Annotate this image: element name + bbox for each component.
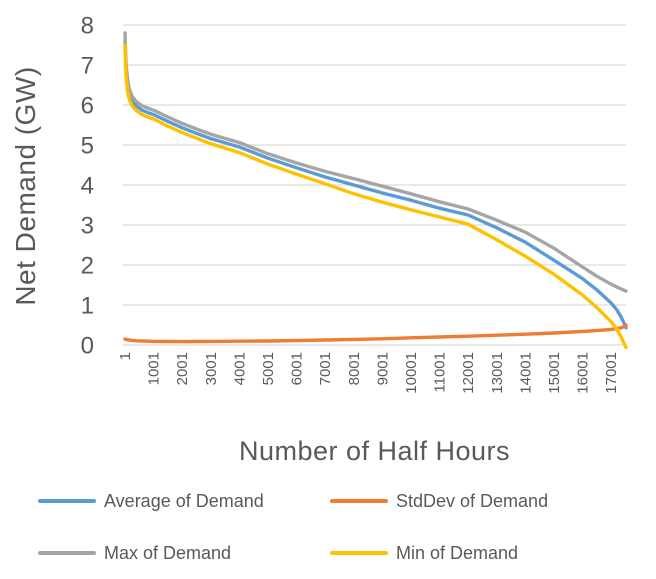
y-axis-tick-label: 8 <box>81 13 94 40</box>
x-axis-tick-label: 16001 <box>575 352 592 394</box>
y-axis-tick-label: 6 <box>81 93 94 120</box>
legend-item-max: Max of Demand <box>38 542 232 563</box>
y-axis-tick-label: 2 <box>81 253 94 280</box>
x-axis-tick-label: 1001 <box>146 352 163 385</box>
legend-item-average: Average of Demand <box>38 490 264 511</box>
legend-label-min: Min of Demand <box>396 542 519 563</box>
y-axis-tick-label: 4 <box>81 173 94 200</box>
y-axis-tick-label: 3 <box>81 213 94 240</box>
x-axis-title: Number of Half Hours <box>238 436 511 466</box>
legend-swatch-max-line <box>38 551 96 555</box>
x-axis-tick-label: 5001 <box>260 352 277 385</box>
x-axis-tick-label: 15001 <box>546 352 563 394</box>
y-axis-title: Net Demand (GW) <box>10 66 41 306</box>
legend-swatch-min-line <box>330 551 388 555</box>
y-axis-tick-label: 0 <box>81 333 94 360</box>
y-axis-tick-label: 5 <box>81 133 94 160</box>
legend-swatch-stddev-line <box>330 499 388 503</box>
x-axis-tick-label: 14001 <box>517 352 534 394</box>
x-axis-tick-label: 6001 <box>289 352 306 385</box>
x-axis-tick-label: 9001 <box>374 352 391 385</box>
x-axis-tick-label: 2001 <box>174 352 191 385</box>
legend-label-average: Average of Demand <box>104 490 264 511</box>
y-axis-tick-label: 1 <box>81 293 94 320</box>
x-axis-tick-label: 13001 <box>489 352 506 394</box>
series-line-min-of-demand <box>123 43 628 350</box>
legend-label-stddev: StdDev of Demand <box>396 490 549 511</box>
series-line-stddev-of-demand <box>123 323 628 344</box>
series-line-average-of-demand <box>123 39 628 330</box>
x-axis-tick-label: 12001 <box>460 352 477 394</box>
series-line-max-of-demand <box>123 31 628 293</box>
x-axis-tick-label: 10001 <box>403 352 420 394</box>
legend-item-min: Min of Demand <box>330 542 519 563</box>
legend-swatch-average-line <box>38 499 96 503</box>
x-axis-tick-label: 8001 <box>346 352 363 385</box>
x-axis-tick-label: 1 <box>117 352 134 360</box>
legend-item-stddev: StdDev of Demand <box>330 490 549 511</box>
x-axis-tick-label: 11001 <box>432 352 449 393</box>
x-axis-tick-label: 3001 <box>203 352 220 385</box>
x-axis-tick-label: 4001 <box>231 352 248 385</box>
y-axis-tick-label: 7 <box>81 53 94 80</box>
legend-label-max: Max of Demand <box>104 542 232 563</box>
x-axis-tick-label: 7001 <box>317 352 334 385</box>
x-axis-tick-label: 17001 <box>603 352 620 394</box>
